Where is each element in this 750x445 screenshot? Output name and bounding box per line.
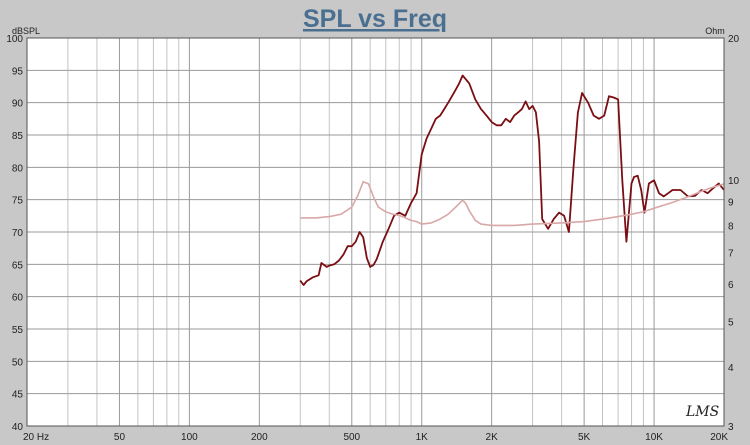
axes: 4045505560657075808590951003456789102020… xyxy=(6,34,739,443)
impedance-curve xyxy=(300,181,725,227)
y2-tick-label: 4 xyxy=(728,363,734,374)
y2-tick-label: 6 xyxy=(728,280,734,291)
x-tick-label: 1K xyxy=(416,432,429,443)
y-tick-label: 95 xyxy=(12,66,24,77)
grid xyxy=(26,37,725,427)
y2-tick-label: 8 xyxy=(728,221,734,232)
y2-tick-label: 9 xyxy=(728,197,734,208)
plot-border xyxy=(26,37,725,427)
svg-text:LMS: LMS xyxy=(685,404,719,420)
x-tick-label: 500 xyxy=(343,432,360,443)
x-tick-label: 20K xyxy=(710,432,728,443)
x-tick-label: 10K xyxy=(645,432,663,443)
series-group xyxy=(299,74,725,286)
lms-logo: LMS xyxy=(685,404,719,420)
y-tick-label: 50 xyxy=(12,357,24,368)
y-tick-label: 60 xyxy=(12,293,24,304)
y-tick-label: 65 xyxy=(12,260,24,271)
y2-tick-label: 7 xyxy=(728,249,734,260)
y-tick-label: 75 xyxy=(12,196,24,207)
right-axis-unit: Ohm xyxy=(705,26,725,36)
x-tick-label: 5K xyxy=(578,432,591,443)
y-tick-label: 100 xyxy=(6,34,23,45)
y-tick-label: 85 xyxy=(12,131,24,142)
y-tick-label: 90 xyxy=(12,99,24,110)
y2-tick-label: 10 xyxy=(728,176,740,187)
y-tick-label: 55 xyxy=(12,325,24,336)
x-tick-label: 2K xyxy=(486,432,499,443)
chart-title: SPL vs Freq xyxy=(303,5,447,33)
y-tick-label: 45 xyxy=(12,390,24,401)
y-tick-label: 70 xyxy=(12,228,24,239)
y2-tick-label: 20 xyxy=(728,34,740,45)
x-tick-label: 50 xyxy=(114,432,126,443)
left-axis-unit: dBSPL xyxy=(12,26,40,36)
y-tick-label: 80 xyxy=(12,163,24,174)
y2-tick-label: 3 xyxy=(728,422,734,433)
y2-tick-label: 5 xyxy=(728,318,734,329)
spl-curve xyxy=(299,74,725,286)
x-tick-label: 100 xyxy=(181,432,198,443)
y-tick-label: 40 xyxy=(12,422,24,433)
x-tick-label: 200 xyxy=(251,432,268,443)
x-tick-label: 20 Hz xyxy=(23,432,49,443)
